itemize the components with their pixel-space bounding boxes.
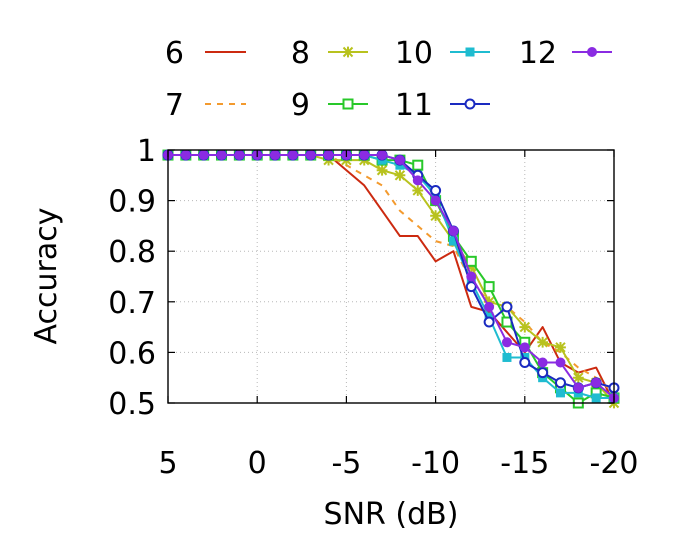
series-point [359,150,370,161]
series-10 [163,150,619,403]
legend-entry-12: 12 [519,36,612,71]
series-point [572,372,584,384]
series-point [412,159,424,171]
series-point [430,210,441,222]
series-point [537,367,549,379]
series-point [555,341,566,353]
series-layer [162,149,620,409]
plot-frame [167,149,615,404]
legend-entry-8: 8 [291,36,368,71]
series-7 [168,154,615,394]
series-8 [162,149,620,409]
series-point [484,301,495,312]
y-tick-label: 1 [137,134,156,169]
series-point [342,98,354,110]
series-point [519,357,531,369]
x-tick-label: -20 [590,446,639,481]
y-tick-label: 0.6 [108,336,156,371]
series-point [587,47,597,57]
series-point [466,271,477,282]
series-line [168,154,615,404]
x-tick-label: 0 [248,446,267,481]
series-point [465,281,477,293]
legend-label: 6 [165,36,184,71]
series-line [168,154,615,404]
y-tick-label: 0.7 [108,286,156,321]
legend-label: 10 [395,36,433,71]
legend-entry-7: 7 [165,88,246,123]
series-point [465,255,477,267]
series-point [234,150,245,161]
series-point [305,150,316,161]
series-point [377,150,388,161]
series-point [519,321,531,333]
series-point [270,150,281,161]
series-line [168,154,615,404]
legend: 6 7 8 9 10 11 12 [165,36,612,123]
series-point [573,382,584,393]
series-point [483,296,495,308]
y-tick-label: 0.5 [108,387,156,422]
series-point [448,225,459,236]
legend-entry-9: 9 [291,88,368,123]
series-point [555,357,566,368]
legend-label: 9 [291,88,310,123]
legend-entry-6: 6 [165,36,246,71]
series-point [537,336,549,348]
series-point [501,337,512,348]
series-point [412,175,423,186]
series-point [180,150,191,161]
legend-entry-10: 10 [395,36,490,71]
y-axis-title: Accuracy [29,208,64,345]
series-point [342,46,354,58]
series-9 [162,149,620,409]
legend-label: 11 [395,88,433,123]
series-point [412,185,424,196]
series-line [168,154,615,389]
series-point [537,357,548,368]
legend-label: 7 [165,88,184,123]
series-line [168,154,615,394]
x-tick-label: -5 [331,446,361,481]
x-axis-title: SNR (dB) [324,497,459,532]
grid [168,150,614,403]
series-point [591,377,602,388]
series-point [483,281,495,293]
series-point [430,195,441,206]
legend-label: 12 [519,36,557,71]
series-point [465,47,475,57]
series-point [591,393,601,403]
series-11 [162,149,620,394]
series-point [448,236,458,246]
y-tick-label: 0.9 [108,185,156,220]
series-point [501,301,513,313]
series-point [430,184,442,196]
series-point [483,316,495,328]
series-12 [163,150,619,403]
series-point [464,98,476,110]
series-point [555,388,565,398]
series-point [394,155,405,166]
series-6 [168,154,615,404]
series-point [216,150,227,161]
series-point [287,150,298,161]
series-point [376,164,388,176]
legend-label: 8 [291,36,310,71]
y-tick-label: 0.8 [108,235,156,270]
legend-entry-11: 11 [395,88,490,123]
series-point [519,342,530,353]
series-point [323,150,334,161]
series-point [502,352,512,362]
series-point [198,150,209,161]
series-point [394,169,406,181]
x-tick-label: 5 [158,446,177,481]
x-tick-label: -15 [500,446,549,481]
series-point [554,377,566,389]
x-tick-label: -10 [411,446,460,481]
ticks: 0.5 0.6 0.7 0.8 0.9 1 5 0 -5 -10 -15 -20 [108,134,638,481]
